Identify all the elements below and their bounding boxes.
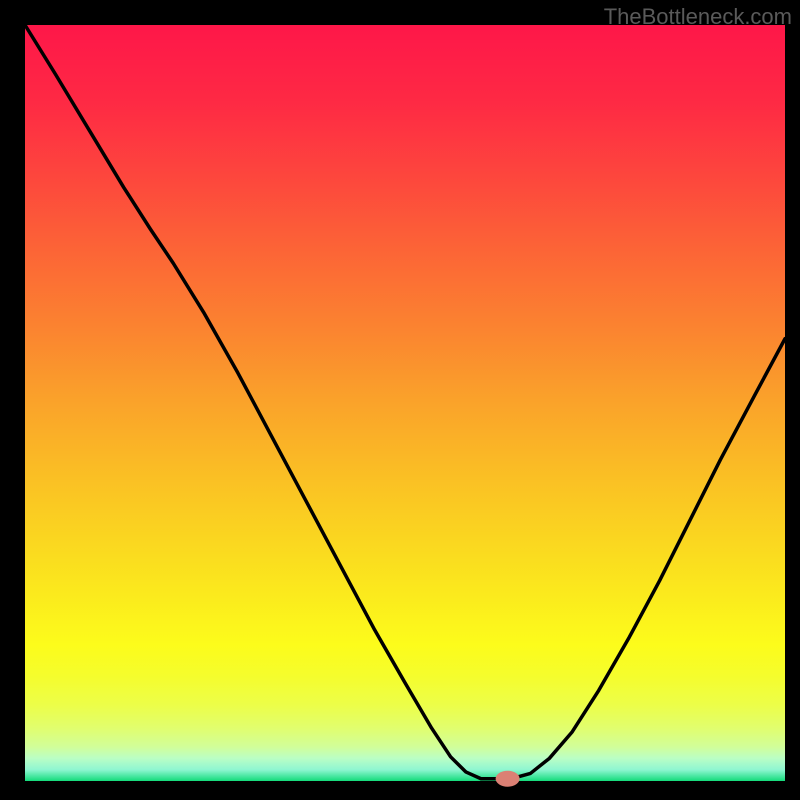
plot-background [25,25,785,781]
optimal-marker [496,771,520,787]
chart-svg [0,0,800,800]
bottleneck-chart [0,0,800,800]
watermark-label: TheBottleneck.com [604,4,792,30]
